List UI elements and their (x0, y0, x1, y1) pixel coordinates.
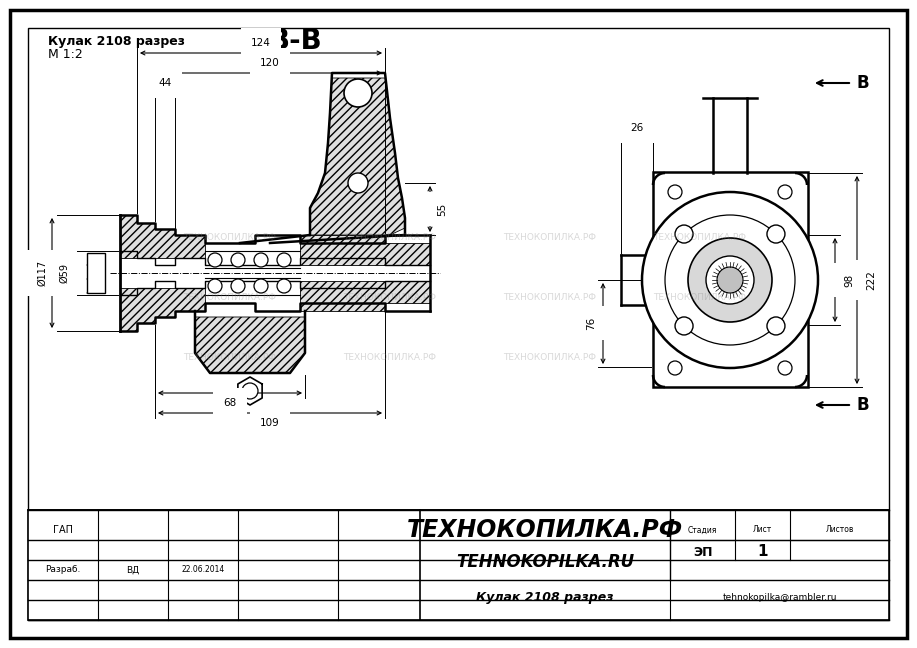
Text: ТЕХНОКОПИЛКА.РФ: ТЕХНОКОПИЛКА.РФ (183, 294, 277, 303)
Bar (653, 172, 808, 387)
Bar (28, 510, 889, 620)
Text: Кулак 2108 разрез: Кулак 2108 разрез (48, 34, 185, 47)
Circle shape (254, 279, 268, 293)
Text: 1: 1 (757, 544, 768, 559)
Circle shape (767, 317, 785, 335)
Text: ТЕХНОКОПИЛКА.РФ: ТЕХНОКОПИЛКА.РФ (344, 294, 436, 303)
Circle shape (277, 253, 291, 267)
Circle shape (277, 279, 291, 293)
Text: ЭП: ЭП (692, 546, 713, 559)
Text: ТЕХНОКОПИЛКА.РФ: ТЕХНОКОПИЛКА.РФ (344, 354, 436, 362)
Circle shape (675, 225, 693, 243)
Text: Ø117: Ø117 (37, 260, 47, 286)
Text: B-B: B-B (268, 27, 322, 55)
Text: ТЕХНОКОПИЛКА.РФ: ТЕХНОКОПИЛКА.РФ (407, 518, 683, 542)
Text: 109: 109 (260, 418, 280, 428)
Text: ТЕХНОКОПИЛКА.РФ: ТЕХНОКОПИЛКА.РФ (654, 294, 746, 303)
Circle shape (668, 185, 682, 199)
Text: ТЕХНОКОПИЛКА.РФ: ТЕХНОКОПИЛКА.РФ (183, 354, 277, 362)
Text: ГАП: ГАП (53, 525, 73, 535)
Text: 76: 76 (586, 316, 596, 330)
Text: Кулак 2108 разрез: Кулак 2108 разрез (476, 592, 613, 605)
Polygon shape (120, 215, 205, 258)
Text: 44: 44 (159, 78, 171, 88)
Text: ТЕХНОКОПИЛКА.РФ: ТЕХНОКОПИЛКА.РФ (503, 354, 596, 362)
Circle shape (231, 253, 245, 267)
Circle shape (642, 192, 818, 368)
Text: Листов: Листов (825, 526, 854, 535)
Polygon shape (300, 281, 430, 311)
Circle shape (208, 253, 222, 267)
Circle shape (254, 253, 268, 267)
Text: 26: 26 (630, 123, 644, 133)
Text: ВД: ВД (127, 566, 139, 575)
Circle shape (706, 256, 754, 304)
Text: В: В (857, 74, 869, 92)
Text: 124: 124 (251, 38, 271, 48)
Text: 98: 98 (844, 273, 854, 286)
Circle shape (208, 279, 222, 293)
Circle shape (231, 279, 245, 293)
Circle shape (767, 225, 785, 243)
Text: ТЕХНОКОПИЛКА.РФ: ТЕХНОКОПИЛКА.РФ (654, 233, 746, 242)
Polygon shape (195, 311, 305, 373)
Text: 68: 68 (224, 398, 237, 408)
Text: tehnokopilka@rambler.ru: tehnokopilka@rambler.ru (723, 594, 836, 603)
Text: TEHNOKOPILKA.RU: TEHNOKOPILKA.RU (456, 553, 634, 571)
Text: Стадия: Стадия (688, 526, 717, 535)
Text: ТЕХНОКОПИЛКА.РФ: ТЕХНОКОПИЛКА.РФ (183, 233, 277, 242)
Text: ТЕХНОКОПИЛКА.РФ: ТЕХНОКОПИЛКА.РФ (503, 294, 596, 303)
Circle shape (344, 79, 372, 107)
Circle shape (688, 238, 772, 322)
Circle shape (668, 361, 682, 375)
Text: ТЕХНОКОПИЛКА.РФ: ТЕХНОКОПИЛКА.РФ (503, 233, 596, 242)
Text: Лист: Лист (753, 526, 772, 535)
Text: 55: 55 (437, 202, 447, 216)
Circle shape (778, 361, 792, 375)
Text: 120: 120 (260, 58, 280, 68)
Text: М 1:2: М 1:2 (48, 47, 83, 60)
Polygon shape (300, 235, 430, 265)
Circle shape (717, 267, 743, 293)
Circle shape (242, 383, 258, 399)
Text: Ø59: Ø59 (59, 263, 69, 283)
Bar (87, 253, 105, 293)
Circle shape (675, 317, 693, 335)
Circle shape (778, 185, 792, 199)
Polygon shape (310, 78, 405, 235)
Text: Разраб.: Разраб. (45, 566, 81, 575)
Text: В: В (857, 396, 869, 414)
Text: 22.06.2014: 22.06.2014 (182, 566, 225, 575)
Circle shape (348, 173, 368, 193)
Text: ТЕХНОКОПИЛКА.РФ: ТЕХНОКОПИЛКА.РФ (344, 233, 436, 242)
Polygon shape (120, 288, 205, 331)
Text: 222: 222 (866, 270, 876, 290)
